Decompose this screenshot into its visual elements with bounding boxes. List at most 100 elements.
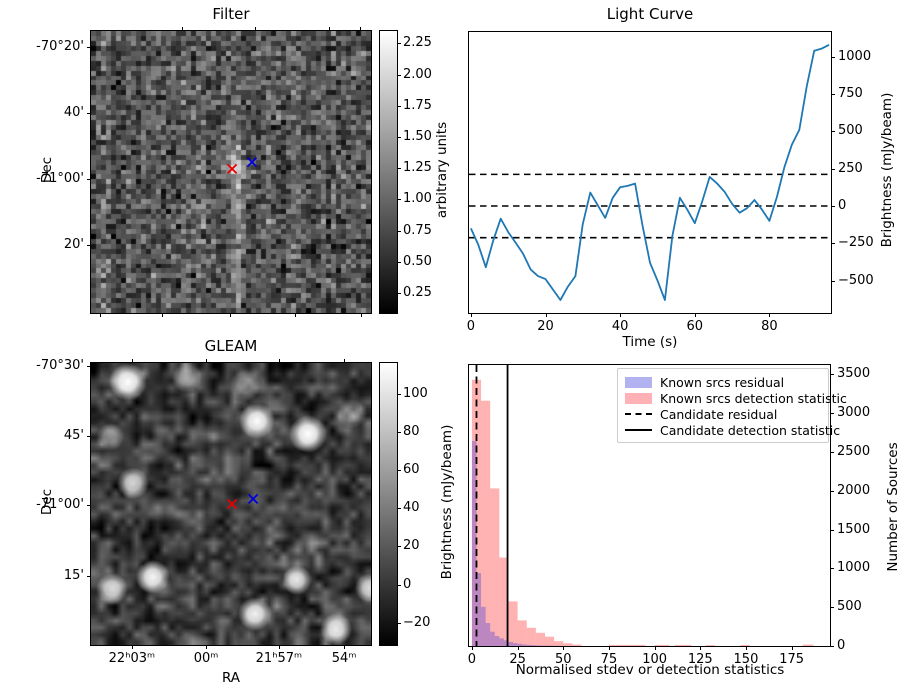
histogram-bar [740,644,750,646]
light-curve-svg [469,43,831,301]
histogram-ylabel: Number of Sources [885,442,901,572]
tick-mark [131,645,133,649]
count-tick-label: 1000 [837,560,871,576]
tick-mark [470,313,472,317]
gleam-colorbar [379,362,398,646]
tick-mark [206,645,208,649]
colorbar-tick-label: 1.00 [403,191,432,207]
colorbar-tick-label: −20 [403,614,431,630]
tick-mark [791,646,793,650]
time-tick-label: 40 [611,319,629,334]
stat-tick-label: 75 [600,652,618,667]
count-tick-label: 2000 [837,482,871,498]
histogram-bar [508,641,514,646]
histogram-bar [545,636,555,646]
tick-mark [87,366,91,368]
tick-mark [831,168,835,170]
colorbar-tick-label: 0.75 [403,222,432,238]
colorbar-tick-label: 0.50 [403,253,432,269]
filter-colorbar-label: arbitrary units [434,121,450,219]
tick-mark [329,27,330,31]
legend-item-3: Candidate residual [625,406,828,422]
histogram-bar [490,631,495,646]
legend-item-4: Candidate detection statistic [625,422,840,438]
tick-mark [397,508,401,510]
tick-mark [87,436,91,438]
tick-mark [397,43,401,45]
ra-tick-label: 54ᵐ [331,651,357,666]
tick-mark [831,131,835,133]
tick-mark [397,393,401,395]
count-tick-label: 2500 [837,443,871,459]
filter-noise-image [91,31,371,313]
tick-mark [360,27,362,31]
colorbar-tick-label: 1.75 [403,97,432,113]
stat-tick-label: 150 [733,652,759,667]
tick-mark [397,168,401,170]
legend-patch-swatch [625,392,652,404]
tick-mark [161,313,163,317]
tick-mark [545,313,547,317]
tick-mark [831,56,835,58]
tick-mark [87,575,91,577]
tick-mark [182,27,183,31]
histogram-bar [654,644,670,646]
legend-label: Known srcs detection statistic [660,390,847,406]
count-tick-label: 3000 [837,405,871,421]
histogram-xlabel: Normalised stdev or detection statistics [515,662,785,678]
count-tick-label: 1500 [837,521,871,537]
ra-tick-label: 00ᵐ [193,651,219,666]
tick-mark [87,245,91,247]
legend-label: Known srcs residual [660,374,785,390]
tick-mark [830,451,834,453]
gleam-colorbar-label: Brightness (mJy/beam) [439,424,455,580]
brightness-tick-label: 500 [838,123,863,139]
colorbar-tick-label: 80 [403,423,420,439]
tick-mark [620,313,622,317]
time-tick-label: 80 [761,319,778,334]
tick-mark [830,374,834,376]
tick-mark [700,646,702,650]
histogram-bar [517,643,523,646]
histogram-bar [471,379,482,646]
histogram-bar [705,645,715,646]
tick-mark [87,179,91,181]
histogram-bar [471,441,477,646]
dec-tick-label: 40' [63,105,84,121]
light-curve-line [470,43,830,301]
colorbar-tick-label: 2.00 [403,66,432,82]
brightness-tick-label: 1000 [838,48,872,64]
tick-mark [831,206,835,207]
count-tick-label: 3500 [837,366,871,382]
histogram-bar [485,623,491,646]
tick-mark [397,622,401,624]
tick-mark [397,546,401,548]
light-curve-plot-area [468,31,832,314]
gleam-markers-overlay [226,493,259,510]
dec-tick-label: 15' [63,567,84,583]
tick-mark [830,568,834,570]
histogram-bar [674,644,692,646]
tick-mark [397,261,401,263]
brightness-tick-label: −500 [838,272,874,288]
time-tick-label: 60 [686,319,704,334]
tick-mark [654,646,656,650]
dec-tick-label: -70°20' [36,39,84,55]
histogram-bar [513,643,518,646]
dec-tick-label: 45' [63,428,84,444]
tick-mark [206,359,208,363]
count-tick-label: 0 [837,638,846,653]
colorbar-tick-label: 20 [403,538,420,554]
time-tick-label: 0 [466,319,475,334]
brightness-tick-label: 0 [838,198,847,213]
candidate-marker [226,498,238,510]
tick-mark [99,313,101,317]
tick-mark [360,313,362,317]
dec-tick-label: 20' [63,237,84,253]
tick-mark [397,431,401,433]
tick-mark [471,646,473,650]
tick-mark [745,646,747,650]
histogram-bar [517,620,527,646]
colorbar-tick-label: 2.25 [403,35,432,51]
